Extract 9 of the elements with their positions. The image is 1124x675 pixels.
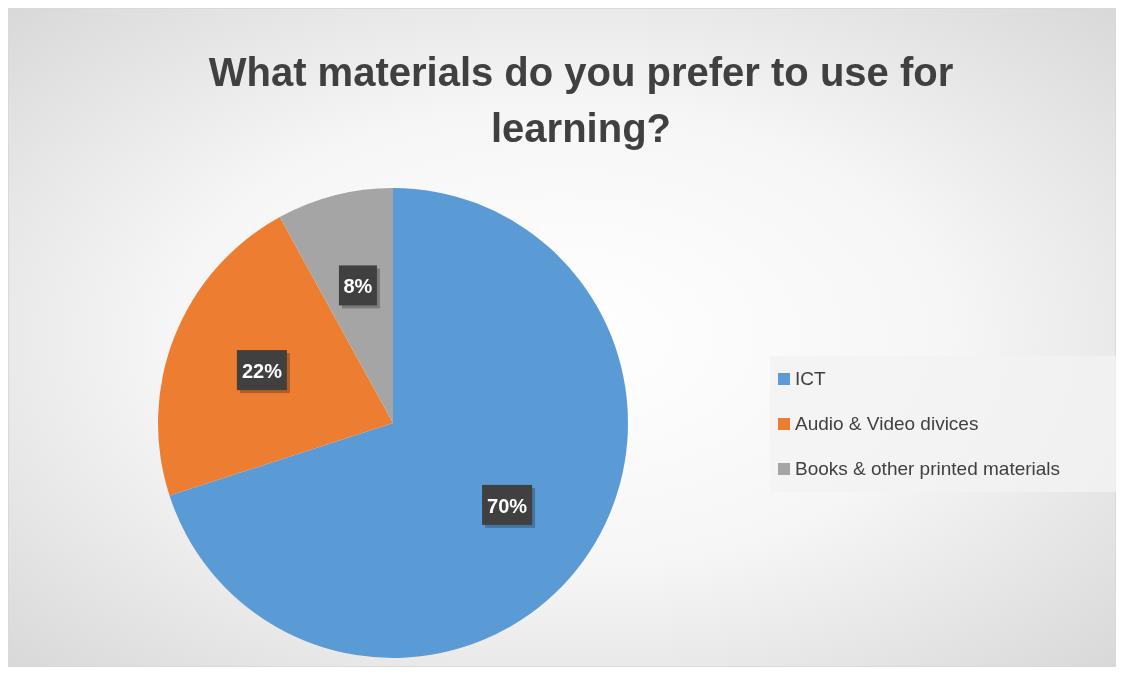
legend-label: ICT: [795, 368, 826, 389]
legend-label: Audio & Video divices: [795, 413, 979, 434]
data-label: 22%: [241, 360, 283, 383]
pie-slice: [158, 217, 393, 496]
data-label: 8%: [343, 275, 373, 298]
chart-title: What materials do you prefer to use for learning?: [208, 50, 954, 150]
pie-slice: [169, 188, 628, 658]
data-label: 70%: [487, 494, 528, 517]
legend-label: Books & other printed materials: [795, 458, 1061, 479]
